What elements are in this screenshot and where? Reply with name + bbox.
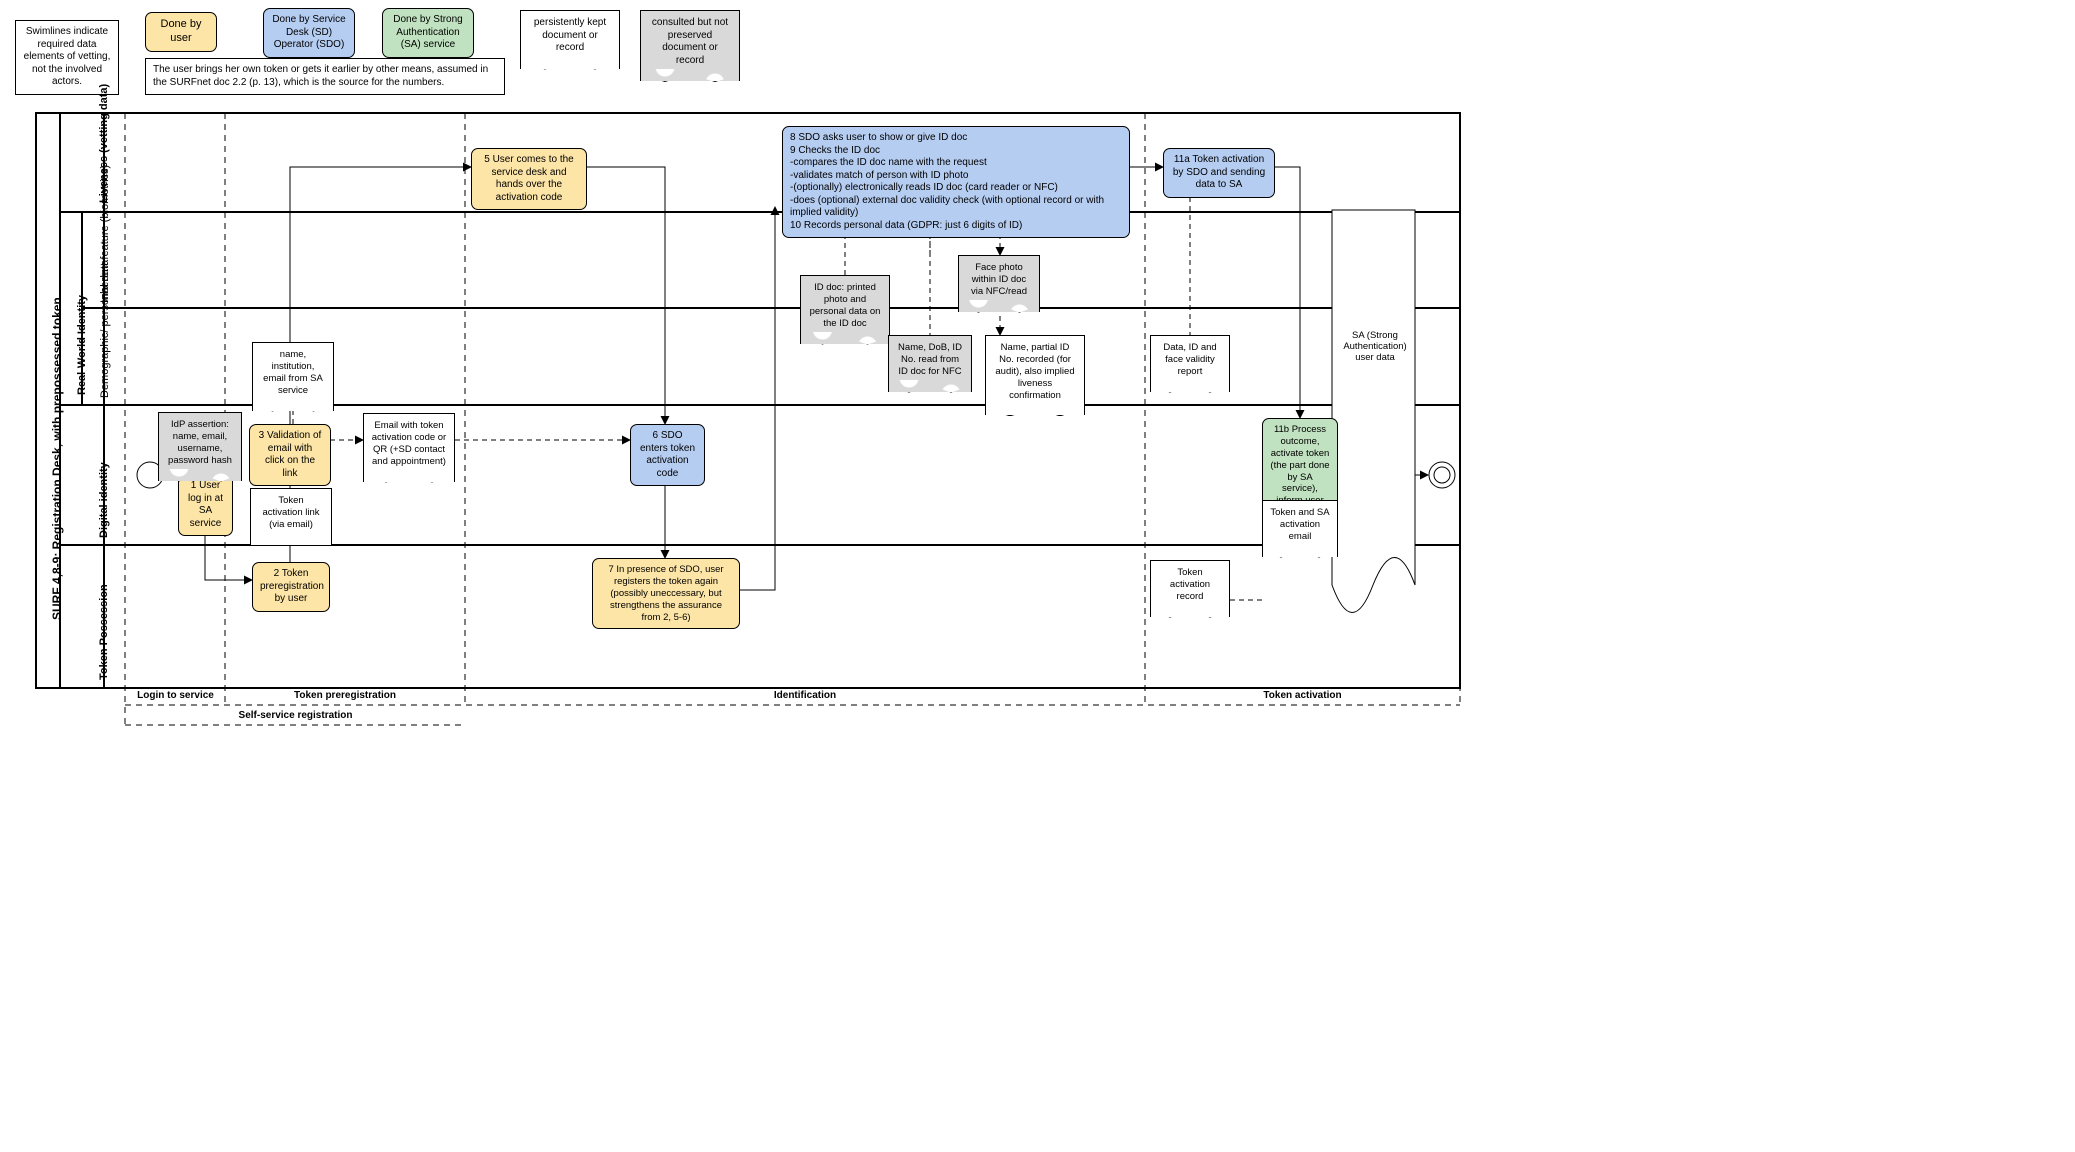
phase-login: Login to service: [128, 690, 223, 701]
lane-demo: Demographic/ personal data: [99, 308, 111, 398]
legend-sdo: Done by Service Desk (SD) Operator (SDO): [263, 8, 355, 58]
diagram-title: SURF 4,8-9: Registration Desk, with prep…: [50, 297, 64, 620]
step-7-register-token: 7 In presence of SDO, user registers the…: [592, 558, 740, 629]
doc-tae: Token and SA activation email: [1262, 500, 1338, 557]
legend-sa: Done by Strong Authentication (SA) servi…: [382, 8, 474, 58]
phase-prereg: Token preregistration: [230, 690, 460, 701]
doc-dvr: Data, ID and face validity report: [1150, 335, 1230, 392]
lane-digital: Digital identity: [98, 462, 110, 538]
phase-self: Self-service registration: [128, 710, 463, 721]
step-3-validate-email: 3 Validation of email with click on the …: [249, 424, 331, 486]
doc-name: name, institution, email from SA service: [252, 342, 334, 411]
legend-consult: consulted but not preserved document or …: [640, 10, 740, 81]
phase-act: Token activation: [1150, 690, 1455, 701]
step-2-prereg: 2 Token preregistration by user: [252, 562, 330, 612]
phase-ident: Identification: [470, 690, 1140, 701]
doc-tar: Token activation record: [1150, 560, 1230, 617]
step-8-10-id-check: 8 SDO asks user to show or give ID doc 9…: [782, 126, 1130, 238]
step-6-enter-code: 6 SDO enters token activation code: [630, 424, 705, 486]
step-1-login: 1 User log in at SA service: [178, 474, 233, 536]
doc-iddoc: ID doc: printed photo and personal data …: [800, 275, 890, 344]
legend-persist: persistently kept document or record: [520, 10, 620, 69]
lane-real: Real-World Identity: [76, 295, 88, 395]
doc-token-link: Token activation link (via email): [250, 488, 332, 545]
doc-ndb: Name, DoB, ID No. read from ID doc for N…: [888, 335, 972, 392]
step-5-service-desk: 5 User comes to the service desk and han…: [471, 148, 587, 210]
doc-face: Face photo within ID doc via NFC/read: [958, 255, 1040, 312]
legend-user: Done by user: [145, 12, 217, 52]
legend-source: The user brings her own token or gets it…: [145, 58, 505, 95]
lane-token: Token Possession: [98, 584, 110, 680]
doc-idp: IdP assertion: name, email, username, pa…: [158, 412, 242, 481]
step-11b-outcome: 11b Process outcome, activate token (the…: [1262, 418, 1338, 513]
doc-npid: Name, partial ID No. recorded (for audit…: [985, 335, 1085, 415]
doc-email-code: Email with token activation code or QR (…: [363, 413, 455, 482]
step-11a-activate: 11a Token activation by SDO and sending …: [1163, 148, 1275, 198]
doc-sadata: SA (Strong Authentication) user data: [1340, 330, 1410, 363]
